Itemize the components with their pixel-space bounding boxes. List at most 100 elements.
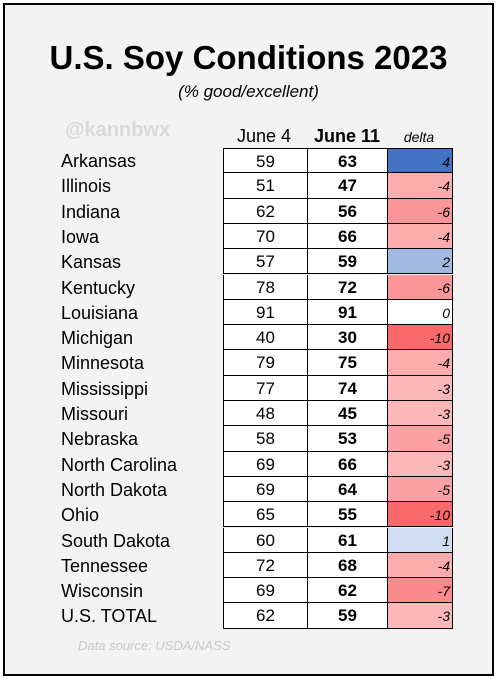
table-row: Iowa 70 66 -4 [5,223,492,250]
state-label: Kentucky [61,277,136,298]
june4-value: 40 [223,325,307,351]
june4-value: 69 [223,451,307,477]
state-label: Wisconsin [61,581,144,602]
state-label: North Carolina [61,454,178,475]
june11-value: 63 [307,148,387,174]
chart-subtitle: (% good/excellent) [178,82,319,101]
june4-value: 72 [223,552,307,579]
june11-value: 47 [307,173,387,199]
june4-value: 48 [223,401,307,427]
delta-value: -4 [387,223,453,250]
table-row: Kansas 57 59 2 [5,249,492,275]
state-label: Missouri [61,404,129,424]
state-label: Mississippi [61,378,149,399]
table-row: Kentucky 78 72 -6 [5,274,492,300]
june11-value: 61 [307,527,387,553]
table-row: South Dakota 60 61 1 [5,527,492,553]
june4-value: 62 [223,603,307,629]
june11-value: 56 [307,198,387,224]
delta-value: -10 [387,325,453,351]
june11-value: 66 [307,451,387,477]
delta-value: 0 [387,299,453,326]
june11-value: 91 [307,299,387,326]
column-header-june11: June 11 [313,126,381,146]
column-header-delta: delta [403,129,435,145]
state-label: Arkansas [61,151,137,171]
delta-value: -7 [387,578,453,604]
state-label: U.S. TOTAL [61,606,158,627]
june4-value: 59 [223,148,307,174]
chart-title: U.S. Soy Conditions 2023 [49,39,448,76]
june4-value: 70 [223,223,307,250]
state-label: Louisiana [61,302,139,323]
june4-value: 69 [223,476,307,503]
table-row: Ohio 65 55 -10 [5,502,492,528]
june11-value: 75 [307,350,387,376]
state-label: Indiana [61,201,121,222]
state-label: Tennessee [61,555,149,576]
table-row: U.S. TOTAL 62 59 -3 [5,603,492,629]
state-label: Iowa [61,226,100,247]
state-label: Minnesota [61,353,145,374]
june4-value: 79 [223,350,307,376]
delta-value: -3 [387,401,453,427]
table-row: North Carolina 69 66 -3 [5,451,492,477]
delta-value: -5 [387,426,453,452]
delta-value: 1 [387,527,453,553]
table-row: Indiana 62 56 -6 [5,198,492,224]
june11-value: 68 [307,552,387,579]
delta-value: -6 [387,198,453,224]
delta-value: -6 [387,274,453,300]
june4-value: 62 [223,198,307,224]
june11-value: 59 [307,249,387,275]
june11-value: 55 [307,502,387,528]
june11-value: 74 [307,375,387,401]
table-row: Illinois 51 47 -4 [5,173,492,199]
table-row: Louisiana 91 91 0 [5,299,492,326]
june11-value: 66 [307,223,387,250]
state-label: North Dakota [61,479,168,500]
june11-value: 59 [307,603,387,629]
delta-value: 2 [387,249,453,275]
june11-value: 72 [307,274,387,300]
table-row: Wisconsin 69 62 -7 [5,578,492,604]
watermark: @kannbwx [65,119,171,141]
june11-value: 53 [307,426,387,452]
column-header-june4: June 4 [236,126,292,146]
delta-value: -4 [387,552,453,579]
june4-value: 65 [223,502,307,528]
june4-value: 51 [223,173,307,199]
delta-value: 4 [387,148,453,174]
delta-value: -4 [387,350,453,376]
june4-value: 77 [223,375,307,401]
june11-value: 64 [307,476,387,503]
delta-value: -5 [387,476,453,503]
june11-value: 45 [307,401,387,427]
state-label: Illinois [61,176,112,197]
june4-value: 69 [223,578,307,604]
state-label: Michigan [61,328,134,349]
table-row: Tennessee 72 68 -4 [5,552,492,579]
state-label: Kansas [61,252,122,273]
june4-value: 57 [223,249,307,275]
june4-value: 60 [223,527,307,553]
state-label: South Dakota [61,530,171,551]
delta-value: -10 [387,502,453,528]
table-row: Nebraska 58 53 -5 [5,426,492,452]
delta-value: -3 [387,451,453,477]
june11-value: 30 [307,325,387,351]
june11-value: 62 [307,578,387,604]
table-row: Minnesota 79 75 -4 [5,350,492,376]
data-source-note: Data source: USDA/NASS [78,638,231,653]
chart-frame: U.S. Soy Conditions 2023 (% good/excelle… [3,3,494,676]
june4-value: 91 [223,299,307,326]
table-row: Michigan 40 30 -10 [5,325,492,351]
delta-value: -4 [387,173,453,199]
state-label: Nebraska [61,429,139,450]
table-row: Missouri 48 45 -3 [5,401,492,427]
delta-value: -3 [387,603,453,629]
table-row: Arkansas 59 63 4 [5,148,492,174]
state-label: Ohio [61,505,100,526]
table-row: Mississippi 77 74 -3 [5,375,492,401]
table-row: North Dakota 69 64 -5 [5,476,492,503]
